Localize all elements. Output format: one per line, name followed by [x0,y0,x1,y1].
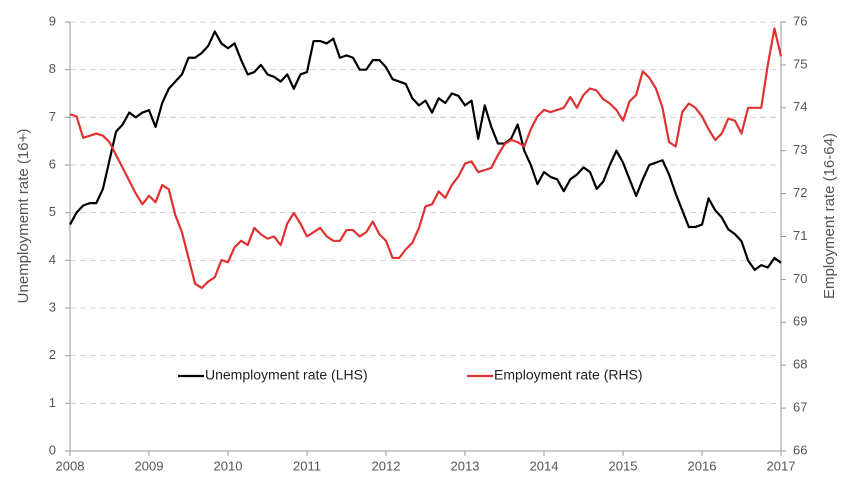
y2-tick-label: 71 [793,228,807,243]
x-tick-label: 2014 [530,458,559,473]
series-line [69,27,783,290]
y-tick-label: 7 [49,109,56,124]
y2-tick-label: 76 [793,13,807,28]
y2-tick-label: 67 [793,400,807,415]
x-tick-label: 2012 [372,458,401,473]
y-tick-label: 0 [49,442,56,457]
y-tick-label: 1 [49,395,56,410]
y-tick-label: 9 [49,13,56,28]
y-tick-label: 4 [49,252,56,267]
y2-tick-label: 72 [793,185,807,200]
y-axis-title: Unemploymemt rate (16+) [15,129,32,304]
y-tick-label: 6 [49,156,56,171]
y2-tick-label: 68 [793,357,807,372]
y2-tick-label: 66 [793,442,807,457]
x-tick-label: 2017 [767,458,796,473]
y2-tick-label: 74 [793,99,807,114]
y-tick-label: 5 [49,204,56,219]
x-tick-label: 2010 [214,458,243,473]
y2-tick-label: 70 [793,271,807,286]
x-tick-label: 2009 [135,458,164,473]
y2-tick-label: 69 [793,314,807,329]
y2-axis-title: Employment rate (16-64) [821,133,838,299]
x-tick-label: 2016 [688,458,717,473]
y-tick-label: 8 [49,61,56,76]
x-tick-label: 2015 [609,458,638,473]
y2-tick-label: 75 [793,56,807,71]
legend-label: Employment rate (RHS) [494,367,643,383]
series-line [69,30,782,271]
x-tick-label: 2008 [56,458,85,473]
y2-tick-label: 73 [793,142,807,157]
x-tick-label: 2011 [293,458,321,473]
x-tick-label: 2013 [451,458,480,473]
y-tick-label: 2 [49,347,56,362]
y-tick-label: 3 [49,299,56,314]
legend-label: Unemployment rate (LHS) [205,367,368,383]
